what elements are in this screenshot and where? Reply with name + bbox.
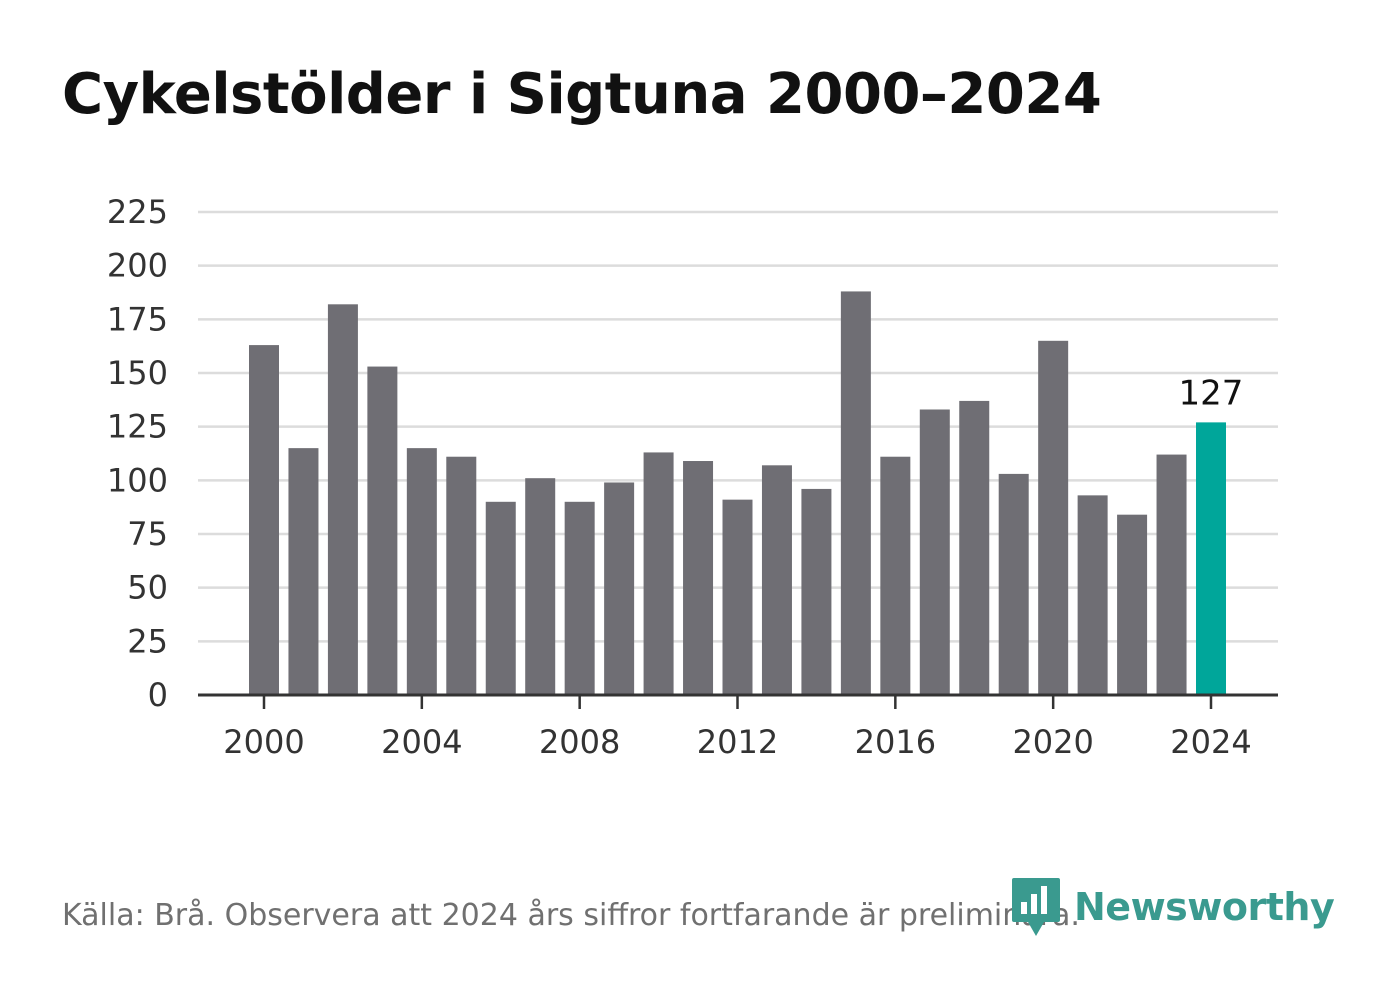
- value-labels: 127: [1179, 373, 1244, 413]
- bar: [249, 345, 279, 695]
- y-tick-label: 0: [148, 676, 168, 714]
- bar: [564, 501, 595, 695]
- bar: [801, 488, 832, 695]
- bar: [327, 304, 358, 695]
- bar: [840, 291, 871, 695]
- y-tick-label: 25: [127, 622, 168, 660]
- chart-title: Cykelstölder i Sigtuna 2000–2024: [62, 62, 1102, 127]
- bar: [1038, 340, 1069, 695]
- bar: [1117, 514, 1148, 695]
- bar: [485, 501, 516, 695]
- bar: [643, 452, 674, 695]
- bar: [367, 366, 398, 695]
- bar: [880, 456, 911, 695]
- bar: [1156, 454, 1187, 695]
- x-tick-label: 2016: [855, 723, 936, 761]
- y-tick-label: 200: [107, 247, 168, 285]
- bar: [446, 456, 477, 695]
- bar: [998, 473, 1029, 695]
- x-tick-label: 2024: [1170, 723, 1251, 761]
- y-tick-label: 125: [107, 408, 168, 446]
- source-note: Källa: Brå. Observera att 2024 års siffr…: [62, 898, 1080, 933]
- x-tick-label: 2020: [1012, 723, 1093, 761]
- bar: [288, 448, 319, 695]
- newsworthy-chart-icon: [1012, 878, 1060, 936]
- bar: [959, 400, 990, 695]
- x-axis-ticks: 2000 2004 2008 2012 2016 2020 2024: [223, 695, 1252, 761]
- bar: [761, 465, 792, 695]
- y-tick-label: 100: [107, 461, 168, 499]
- bar: [919, 409, 950, 695]
- y-axis-ticks: 0 25 50 75 100 125 150 175 200 225: [107, 193, 168, 714]
- x-tick-label: 2012: [697, 723, 778, 761]
- y-tick-label: 175: [107, 300, 168, 338]
- bar: [683, 461, 714, 695]
- y-tick-label: 225: [107, 193, 168, 231]
- x-tick-label: 2000: [223, 723, 304, 761]
- bar: [525, 478, 556, 695]
- bar-highlight: [1196, 422, 1226, 695]
- newsworthy-logo: Newsworthy: [1010, 876, 1335, 938]
- x-tick-label: 2004: [381, 723, 462, 761]
- bars: [249, 291, 1226, 695]
- value-label-2024: 127: [1179, 373, 1244, 413]
- y-tick-label: 50: [127, 569, 168, 607]
- x-tick-label: 2008: [539, 723, 620, 761]
- bar: [1077, 495, 1108, 695]
- bar: [722, 499, 753, 695]
- bar: [406, 448, 437, 695]
- y-tick-label: 75: [127, 515, 168, 553]
- y-tick-label: 150: [107, 354, 168, 392]
- logo-text: Newsworthy: [1074, 885, 1335, 929]
- bar: [604, 482, 635, 695]
